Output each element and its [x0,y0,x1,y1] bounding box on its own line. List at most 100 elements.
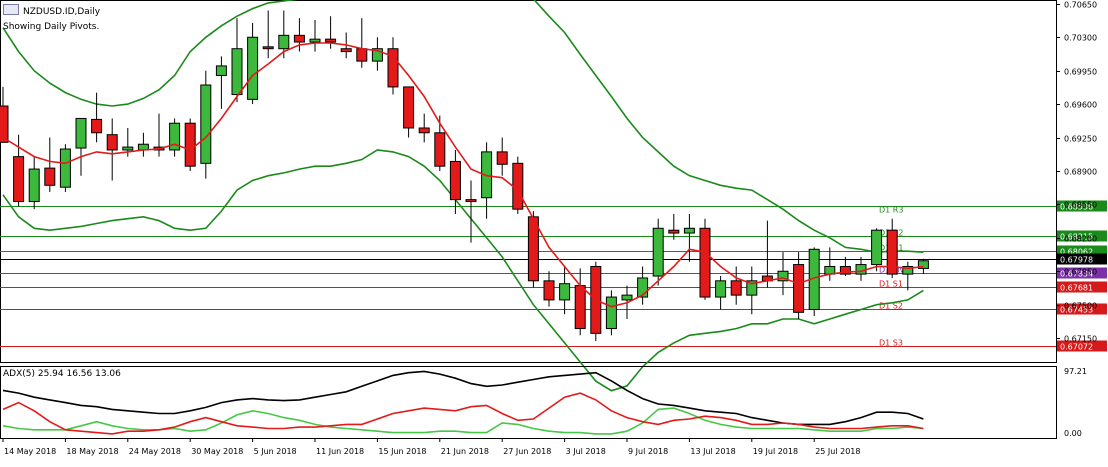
bull-candle-body [855,264,867,275]
candle [184,118,196,171]
time-tick-label: 3 Jul 2018 [566,447,606,456]
bear-candle-body [325,38,337,43]
bull-candle-body [481,151,493,199]
bear-candle-body [0,105,9,143]
bear-candle-body [387,48,399,88]
bull-candle-body [637,277,649,298]
adx-bottom-label: 0.00 [1064,429,1082,438]
candle [683,213,695,262]
pivot-price-tag [1057,340,1107,352]
pivot-price-tag [1057,303,1107,315]
bear-candle-body [356,48,368,62]
bull-candle-body [59,148,71,188]
candle [0,86,9,143]
price-tick-label: 0.68900 [1064,168,1097,177]
bear-candle-body [293,34,305,43]
bear-candle-body [574,285,586,330]
bull-candle-body [247,36,259,100]
adx-panel[interactable] [0,366,1057,439]
bear-candle-body [449,160,461,201]
candle [871,228,883,272]
pivot-price-text: 0.67834 [1060,270,1093,279]
candle [824,247,836,281]
pivot-label: D1 S3 [879,339,903,348]
candle [730,266,742,305]
adx-main-line [2,370,924,426]
candle [403,86,415,138]
pivot-label: D1 S1 [879,280,903,289]
pivot-price-text: 0.67453 [1060,306,1093,315]
candle [527,211,539,288]
bull-candle-body [278,34,290,50]
pivot-price-text: 0.68536 [1060,203,1093,212]
bear-candle-body [418,127,430,134]
bull-candle-body [75,117,87,149]
bull-candle-body [917,260,929,269]
candle [637,266,649,305]
price-tick-label: 0.68550 [1064,201,1097,210]
candle [91,92,103,143]
candle [917,258,929,275]
chart-window-icon [3,4,19,15]
candle [387,37,399,95]
time-tick-label: 30 May 2018 [191,447,243,456]
candle [75,117,87,176]
candle [231,18,243,103]
bear-candle-body [91,118,103,134]
bull-candle-body [715,280,727,298]
candle [777,252,789,296]
candle [855,256,867,281]
candle [153,113,165,157]
bear-candle-body [106,134,118,151]
chart-header: NZDUSD.ID,Daily [3,4,100,19]
bear-candle-body [668,229,680,234]
time-tick-label: 19 Jul 2018 [753,447,798,456]
candle [28,156,40,210]
time-tick-label: 5 Jun 2018 [254,447,297,456]
candle [418,113,430,143]
bear-candle-body [886,229,898,275]
bull-candle-body [777,270,789,282]
candle [699,218,711,300]
candle [481,142,493,219]
price-tick-label: 0.69950 [1064,68,1097,77]
candle [137,132,149,157]
bull-candle-body [309,38,321,43]
adx-top-label: 97.21 [1064,367,1087,376]
pivot-price-text: 0.67072 [1060,343,1093,352]
candle [793,252,805,320]
bear-candle-body [44,167,56,186]
time-tick-label: 25 Jul 2018 [815,447,860,456]
candle [715,276,727,310]
pivot-subtitle: Showing Daily Pivots. [3,22,100,32]
current-price-text: 0.67978 [1060,256,1093,265]
bull-candle-body [621,294,633,301]
adx-minus-di-line [2,392,924,435]
pivot-label: D1 S2 [879,302,903,311]
current-price-tag [1057,253,1107,265]
time-tick-label: 18 May 2018 [66,447,118,456]
bull-candle-body [559,283,571,301]
bull-candle-body [746,280,758,296]
symbol-label: NZDUSD.ID,Daily [23,7,101,17]
candle [574,268,586,336]
candle [371,37,383,71]
bear-candle-body [340,48,352,53]
candle [512,156,524,214]
candle [449,149,461,214]
price-tick-label: 0.67850 [1064,268,1097,277]
time-tick-label: 13 Jul 2018 [690,447,735,456]
candle [44,137,56,192]
bear-candle-body [512,162,524,210]
candle [761,220,773,288]
adx-label: ADX(5) 25.94 16.56 13.06 [3,369,121,379]
candle [309,20,321,52]
price-tick-label: 0.69600 [1064,101,1097,110]
time-tick-label: 24 May 2018 [129,447,181,456]
time-tick-label: 21 Jun 2018 [441,447,489,456]
price-tick-label: 0.67150 [1064,335,1097,344]
candle [293,18,305,52]
bear-candle-body [262,46,274,50]
